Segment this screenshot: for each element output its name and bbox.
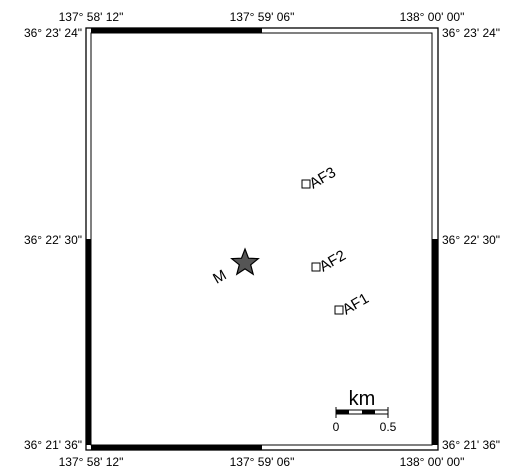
- scale-bar-tick-05: 0.5: [380, 420, 397, 434]
- frame-band-right-black: [432, 239, 438, 445]
- lon-tick-label-bottom: 137° 59' 06": [230, 455, 295, 469]
- scale-bar-tick-0: 0: [333, 420, 340, 434]
- lat-tick-label-right: 36° 21' 36": [442, 438, 500, 452]
- frame-band-bottom-black: [91, 445, 262, 450]
- lat-tick-label-right: 36° 22' 30": [442, 233, 500, 247]
- lon-tick-label-bottom: 137° 58' 12": [59, 455, 124, 469]
- mainshock-star-icon: [230, 247, 260, 276]
- map-frame: [85, 27, 439, 451]
- lon-tick-label-top: 137° 58' 12": [59, 10, 124, 24]
- lon-tick-label-top: 138° 00' 00": [400, 10, 465, 24]
- lat-tick-label-left: 36° 21' 36": [24, 438, 82, 452]
- scale-bar-unit: km: [349, 388, 376, 410]
- lon-tick-label-top: 137° 59' 06": [230, 10, 295, 24]
- frame-band-top-black: [91, 28, 262, 33]
- frame-band-left-black: [86, 239, 91, 445]
- scale-bar: km 0 0.5: [333, 388, 397, 434]
- lat-tick-label-left: 36° 23' 24": [24, 26, 82, 40]
- station-marker-icon: [334, 305, 344, 315]
- lon-tick-label-bottom: 138° 00' 00": [400, 455, 465, 469]
- station-marker-icon: [301, 179, 311, 189]
- lat-tick-label-right: 36° 23' 24": [442, 26, 500, 40]
- lat-tick-label-left: 36° 22' 30": [24, 233, 82, 247]
- station-marker-icon: [311, 262, 321, 272]
